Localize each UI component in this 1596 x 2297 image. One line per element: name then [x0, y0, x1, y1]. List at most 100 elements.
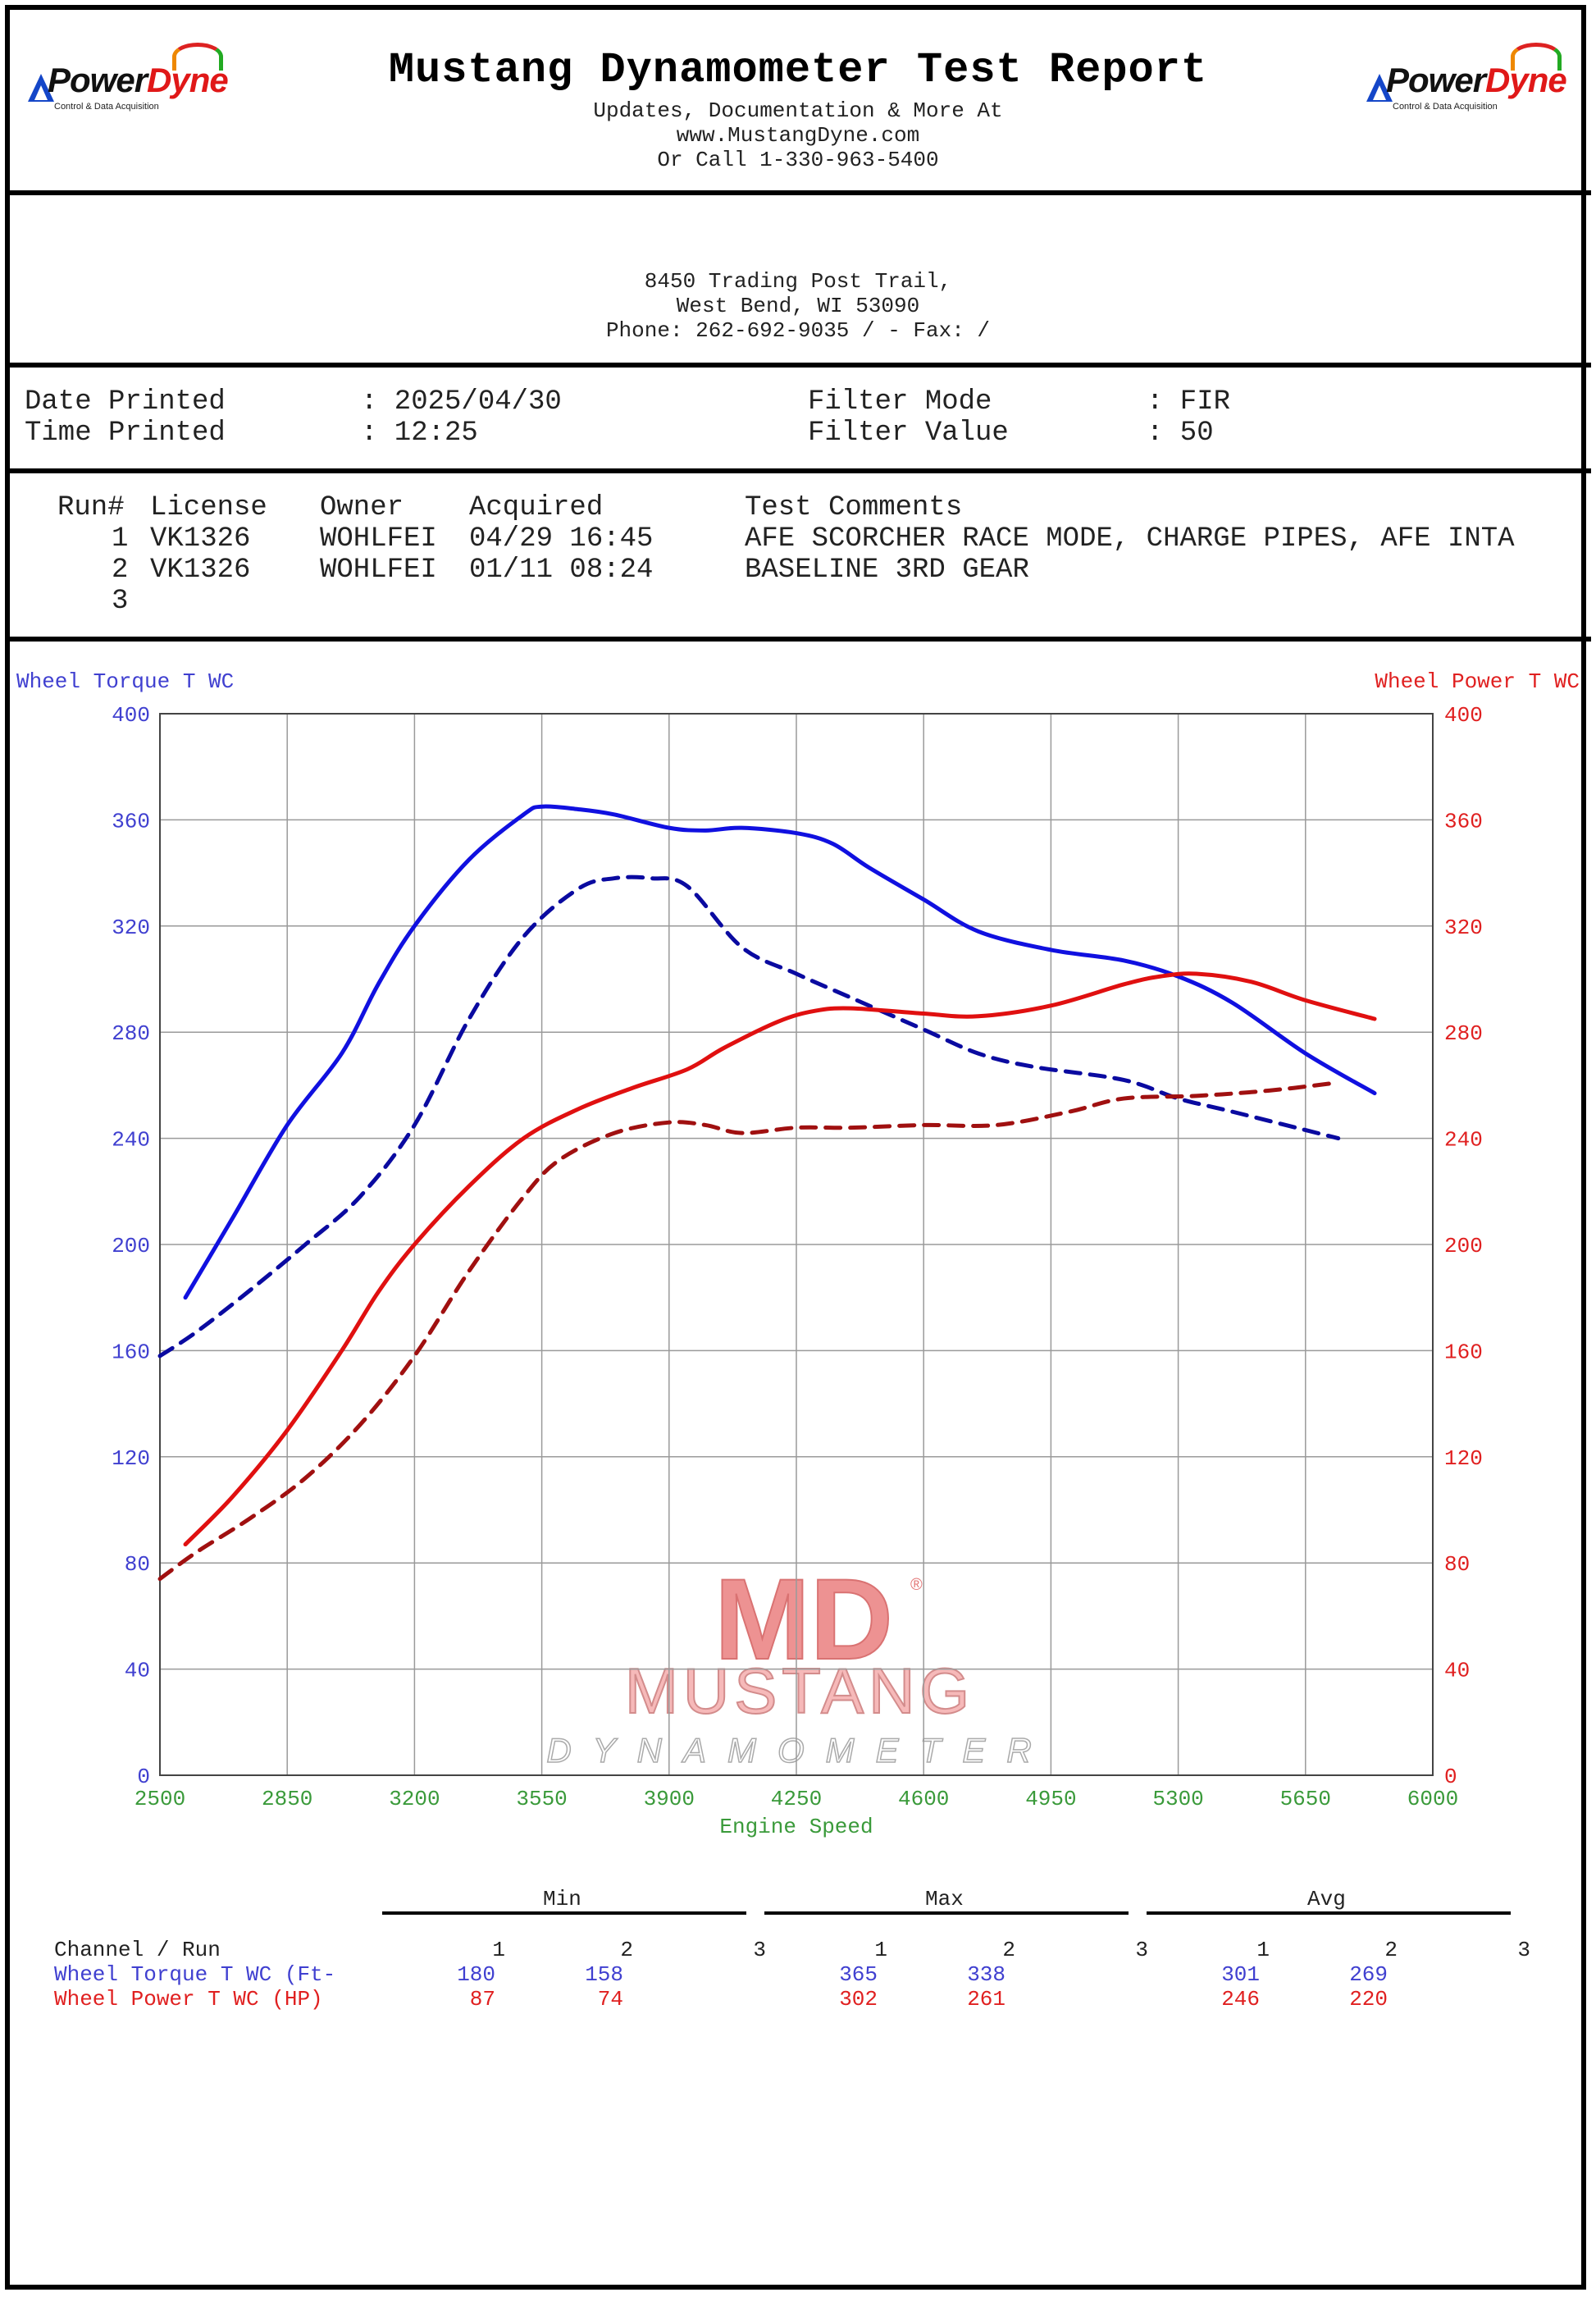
x-tick-label: 2850: [262, 1787, 312, 1811]
y-tick-label-right: 200: [1444, 1234, 1483, 1258]
stat-value: 338: [967, 1962, 1005, 1987]
watermark-word1: MUSTANG: [625, 1655, 974, 1727]
run-column-header: 2: [620, 1938, 633, 1962]
license-header: License: [150, 492, 267, 523]
avg-header: Avg: [1307, 1887, 1346, 1911]
divider: [5, 363, 1591, 368]
divider: [5, 637, 1591, 642]
run-comments: BASELINE 3RD GEAR: [745, 555, 1029, 586]
y-tick-label-left: 400: [112, 703, 150, 728]
channel-label: Wheel Torque T WC (Ft-: [54, 1962, 336, 1987]
x-tick-label: 3200: [389, 1787, 440, 1811]
run-column-header: 2: [1384, 1938, 1398, 1962]
y-tick-label-right: 400: [1444, 703, 1483, 728]
powerdyne-logo-left: PowerDyne Control & Data Acquisition: [23, 39, 229, 115]
stat-value: 158: [585, 1962, 623, 1987]
filter-value-value: : 50: [1147, 418, 1214, 449]
y-tick-label-left: 360: [112, 809, 150, 833]
run-number: 3: [112, 586, 129, 617]
x-tick-label: 4950: [1025, 1787, 1076, 1811]
y-tick-label-right: 360: [1444, 809, 1483, 833]
y-tick-label-left: 240: [112, 1128, 150, 1153]
x-tick-label: 5300: [1152, 1787, 1203, 1811]
watermark-reg: ®: [910, 1576, 923, 1594]
run-number: 2: [112, 555, 129, 586]
y-tick-label-right: 80: [1444, 1552, 1470, 1577]
run-license: VK1326: [150, 555, 251, 586]
address-line: West Bend, WI 53090: [676, 294, 920, 318]
stat-value: 301: [1221, 1962, 1260, 1987]
address-line: 8450 Trading Post Trail,: [644, 269, 952, 294]
run-comments: AFE SCORCHER RACE MODE, CHARGE PIPES, AF…: [745, 523, 1515, 555]
y-tick-label-left: 0: [137, 1765, 150, 1789]
y-tick-label-left: 280: [112, 1021, 150, 1046]
x-tick-label: 3550: [516, 1787, 567, 1811]
run-number: 1: [112, 523, 129, 555]
y-tick-label-left: 160: [112, 1340, 150, 1364]
watermark-mark: MD: [714, 1555, 893, 1683]
max-header: Max: [925, 1887, 964, 1911]
x-tick-label: 4250: [771, 1787, 822, 1811]
y-tick-label-left: 80: [125, 1552, 150, 1577]
run-header: Run#: [57, 492, 125, 523]
date-label: Date Printed: [25, 386, 226, 418]
stat-value: 261: [967, 1987, 1005, 2012]
date-value: : 2025/04/30: [361, 386, 562, 418]
torque-run2-line: [157, 875, 1341, 1359]
torque-run1-line: [183, 804, 1377, 1300]
header-subtitle: Updates, Documentation & More At: [593, 98, 1003, 123]
min-group-rule: [382, 1911, 746, 1915]
powerdyne-logo-right: PowerDyne Control & Data Acquisition: [1361, 39, 1567, 115]
time-value: : 12:25: [361, 418, 478, 449]
gauge-icon: [172, 43, 223, 71]
comments-header: Test Comments: [745, 492, 963, 523]
channel-label: Wheel Power T WC (HP): [54, 1987, 323, 2012]
report-title: Mustang Dynamometer Test Report: [388, 46, 1208, 94]
run-acquired: 04/29 16:45: [469, 523, 654, 555]
stat-value: 220: [1349, 1987, 1388, 2012]
watermark-word2: DYNAMOMETER: [546, 1731, 1052, 1770]
y-tick-label-right: 120: [1444, 1446, 1483, 1471]
y-tick-label-left: 40: [125, 1659, 150, 1683]
y-tick-label-right: 240: [1444, 1128, 1483, 1153]
power-run2-line: [157, 1080, 1341, 1582]
avg-group-rule: [1147, 1911, 1511, 1915]
run-column-header: 3: [1135, 1938, 1148, 1962]
run-owner: WOHLFEI: [320, 523, 437, 555]
report-frame: [5, 5, 1586, 2290]
header-website: www.MustangDyne.com: [676, 123, 920, 148]
x-tick-label: 4600: [898, 1787, 949, 1811]
run-column-header: 3: [1517, 1938, 1530, 1962]
x-tick-label: 3900: [644, 1787, 695, 1811]
y-tick-label-right: 0: [1444, 1765, 1457, 1789]
x-tick-label: 6000: [1407, 1787, 1458, 1811]
x-tick-label: 2500: [135, 1787, 185, 1811]
stat-value: 87: [469, 1987, 495, 2012]
filter-value-label: Filter Value: [808, 418, 1009, 449]
channel-run-header: Channel / Run: [54, 1938, 221, 1962]
stat-value: 74: [597, 1987, 623, 2012]
owner-header: Owner: [320, 492, 404, 523]
stat-value: 365: [839, 1962, 878, 1987]
address-phone: Phone: 262-692-9035 / - Fax: /: [605, 318, 991, 343]
dyno-chart: MD ® MUSTANG DYNAMOMETER 2500 2850 3200 355…: [16, 669, 1580, 1839]
stat-value: 246: [1221, 1987, 1260, 2012]
y-tick-label-left: 320: [112, 916, 150, 940]
run-column-header: 1: [1256, 1938, 1270, 1962]
x-axis-label: Engine Speed: [719, 1815, 873, 1839]
y-tick-label-right: 160: [1444, 1340, 1483, 1364]
y-axis-label-right: Wheel Power T WC: [1375, 669, 1580, 694]
filter-mode-label: Filter Mode: [808, 386, 992, 418]
divider: [5, 190, 1591, 195]
y-tick-label-left: 200: [112, 1234, 150, 1258]
stat-value: 269: [1349, 1962, 1388, 1987]
header-phone: Or Call 1-330-963-5400: [657, 148, 939, 172]
y-tick-label-right: 320: [1444, 916, 1483, 940]
run-license: VK1326: [150, 523, 251, 555]
min-header: Min: [543, 1887, 581, 1911]
stat-value: 180: [457, 1962, 495, 1987]
plot-area: [159, 713, 1434, 1776]
y-axis-label-left: Wheel Torque T WC: [16, 669, 234, 694]
acquired-header: Acquired: [469, 492, 604, 523]
filter-mode-value: : FIR: [1147, 386, 1231, 418]
